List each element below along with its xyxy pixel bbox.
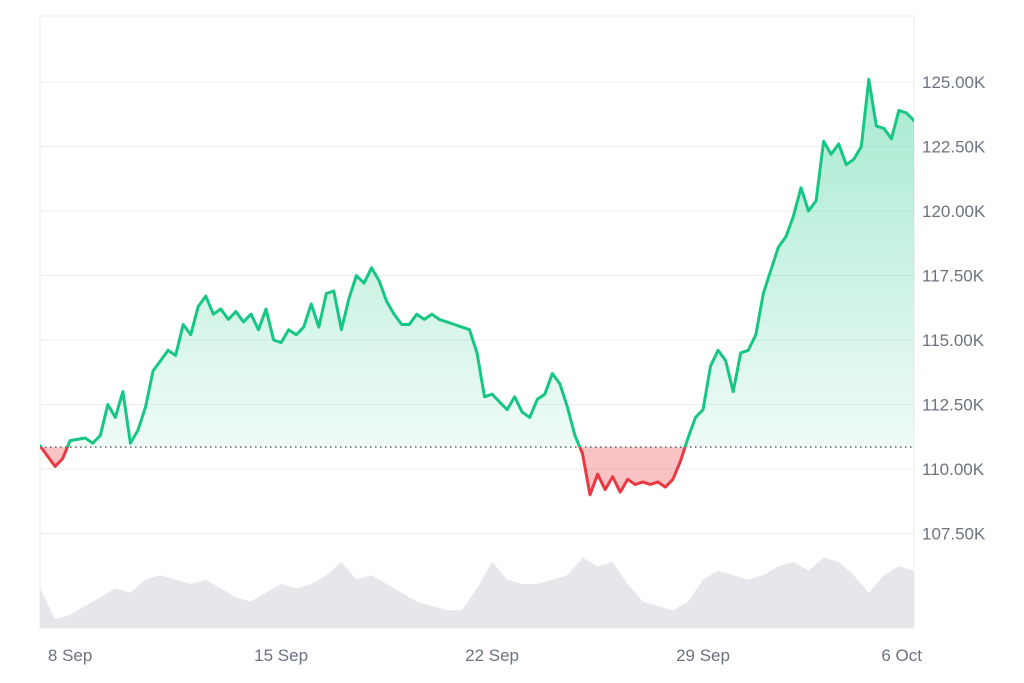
y-tick-label: 107.50K [922, 525, 986, 544]
price-line-up [40, 77, 914, 448]
x-tick-label: 6 Oct [881, 646, 922, 665]
x-tick-label: 15 Sep [254, 646, 308, 665]
y-tick-label: 117.50K [922, 267, 985, 286]
y-tick-label: 115.00K [922, 331, 985, 350]
x-tick-label: 8 Sep [48, 646, 92, 665]
area-fill-up [40, 79, 914, 448]
y-tick-label: 110.00K [922, 460, 985, 479]
y-tick-label: 122.50K [922, 138, 986, 157]
x-tick-label: 29 Sep [676, 646, 730, 665]
y-tick-label: 112.50K [922, 396, 985, 415]
y-tick-label: 125.00K [922, 73, 986, 92]
volume-area [40, 557, 914, 628]
x-tick-label: 22 Sep [465, 646, 519, 665]
y-axis: 107.50K 110.00K 112.50K 115.00K 117.50K 120.0… [922, 73, 986, 544]
x-axis: 8 Sep 15 Sep 22 Sep 29 Sep 6 Oct [48, 646, 922, 665]
y-tick-label: 120.00K [922, 202, 986, 221]
